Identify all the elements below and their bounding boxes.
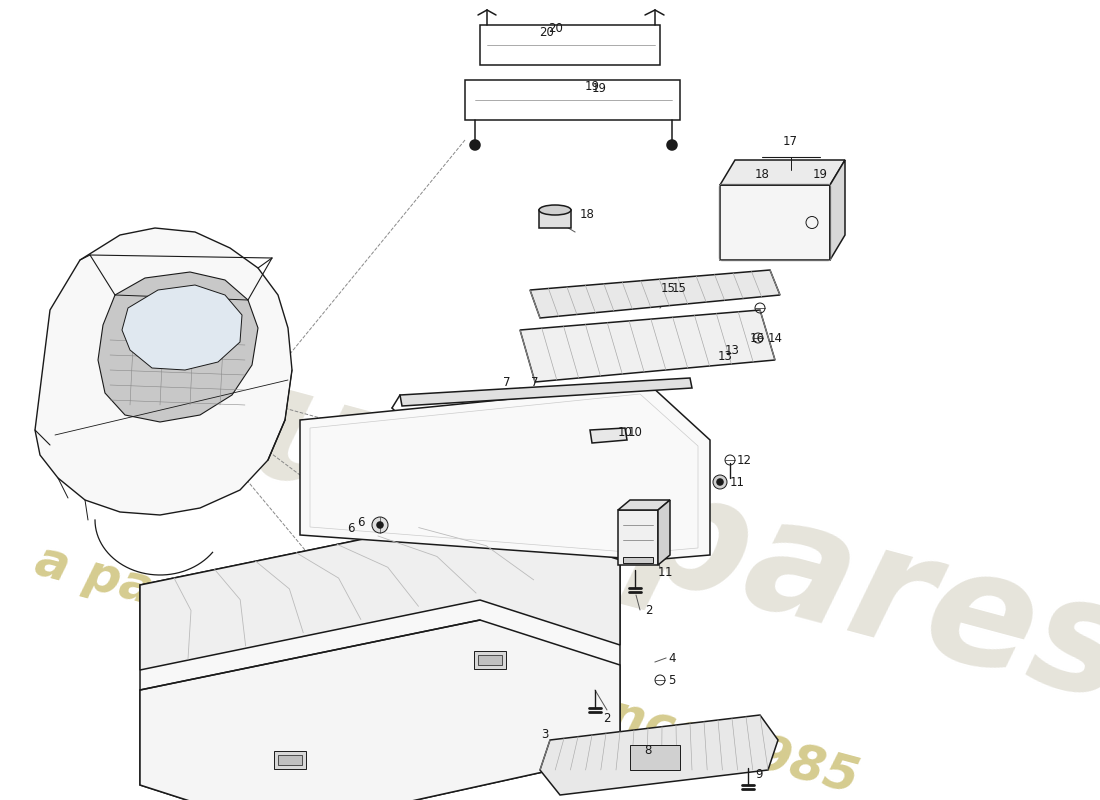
Text: 19: 19	[813, 168, 827, 181]
Text: 16: 16	[749, 332, 764, 345]
Text: 1: 1	[658, 566, 666, 578]
Circle shape	[667, 140, 676, 150]
Text: 10: 10	[617, 426, 632, 439]
Text: 6: 6	[358, 515, 365, 529]
Ellipse shape	[539, 205, 571, 215]
Polygon shape	[618, 510, 658, 565]
Polygon shape	[122, 285, 242, 370]
Text: eurospares: eurospares	[130, 325, 1100, 735]
Polygon shape	[278, 755, 303, 765]
Text: a passion for parts since 1985: a passion for parts since 1985	[30, 537, 864, 800]
Text: 3: 3	[541, 728, 549, 741]
Text: 19: 19	[584, 81, 600, 94]
Polygon shape	[830, 160, 845, 260]
Polygon shape	[520, 310, 776, 382]
Text: 10: 10	[628, 426, 642, 438]
Text: 15: 15	[661, 282, 675, 295]
Polygon shape	[540, 715, 778, 795]
Polygon shape	[720, 185, 830, 260]
Circle shape	[713, 475, 727, 489]
Text: 19: 19	[592, 82, 607, 94]
Polygon shape	[530, 270, 780, 318]
Text: 9: 9	[755, 767, 762, 781]
Text: 15: 15	[672, 282, 686, 294]
Polygon shape	[140, 620, 620, 800]
Bar	[630, 745, 680, 770]
Polygon shape	[539, 210, 571, 228]
Polygon shape	[618, 500, 670, 510]
Text: 5: 5	[668, 674, 675, 686]
Text: 11: 11	[730, 475, 745, 489]
Polygon shape	[300, 385, 710, 560]
Text: 20: 20	[540, 26, 554, 38]
Text: 1: 1	[664, 566, 672, 578]
Text: 7: 7	[503, 375, 510, 389]
Text: 2: 2	[603, 712, 611, 725]
Text: 6: 6	[348, 522, 355, 534]
Polygon shape	[274, 751, 306, 769]
Text: 13: 13	[725, 343, 740, 357]
Text: 2: 2	[645, 603, 652, 617]
Polygon shape	[140, 515, 620, 670]
Text: 18: 18	[755, 168, 769, 181]
Polygon shape	[98, 272, 258, 422]
Polygon shape	[478, 655, 502, 665]
Text: 4: 4	[668, 651, 675, 665]
Polygon shape	[590, 428, 627, 443]
Polygon shape	[140, 515, 620, 800]
Text: 7: 7	[531, 375, 539, 389]
Polygon shape	[35, 228, 292, 515]
Bar	[623, 557, 653, 563]
Polygon shape	[658, 500, 670, 565]
Text: 14: 14	[768, 331, 783, 345]
Polygon shape	[400, 378, 692, 406]
Text: 13: 13	[717, 350, 733, 363]
Circle shape	[470, 140, 480, 150]
Polygon shape	[720, 160, 845, 185]
Text: 20: 20	[548, 22, 563, 34]
Polygon shape	[474, 651, 506, 669]
Text: 17: 17	[782, 135, 797, 148]
Text: 8: 8	[645, 743, 651, 757]
Text: 18: 18	[580, 209, 595, 222]
Circle shape	[377, 522, 383, 528]
Circle shape	[372, 517, 388, 533]
Circle shape	[717, 479, 723, 485]
Text: 12: 12	[737, 454, 752, 466]
